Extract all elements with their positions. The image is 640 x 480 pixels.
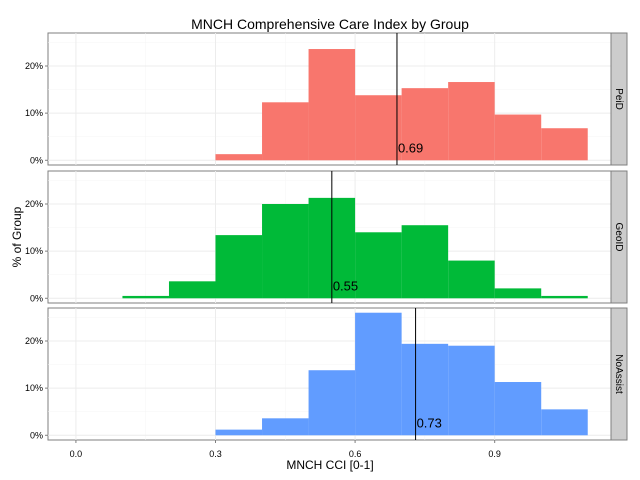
histogram-bar bbox=[215, 235, 263, 299]
y-tick-label: 10% bbox=[25, 246, 43, 256]
histogram-bar bbox=[262, 204, 309, 299]
histogram-bar bbox=[168, 281, 216, 299]
panel-GeoID: 0.55 0% 10% 20% GeoID bbox=[25, 170, 628, 304]
x-tick-label: 0.3 bbox=[209, 449, 222, 459]
x-axis: 0.0 0.3 0.6 0.9 bbox=[70, 440, 501, 459]
histogram-bar bbox=[541, 128, 588, 161]
histogram-bar bbox=[541, 409, 588, 436]
facet-strip-label: GeoID bbox=[613, 223, 624, 252]
histogram-bar bbox=[355, 312, 402, 436]
y-tick-label: 0% bbox=[30, 430, 43, 440]
y-tick-label: 10% bbox=[25, 108, 43, 118]
chart-title: MNCH Comprehensive Care Index by Group bbox=[191, 16, 469, 32]
histogram-bar bbox=[122, 295, 169, 299]
facet-strip-label: NoAssist bbox=[613, 354, 624, 394]
x-tick-label: 0.9 bbox=[488, 449, 501, 459]
y-tick-label: 10% bbox=[25, 383, 43, 393]
y-tick-label: 20% bbox=[25, 336, 43, 346]
histogram-bar bbox=[448, 260, 495, 299]
histogram-bar bbox=[215, 429, 263, 436]
histogram-bar bbox=[494, 288, 542, 299]
panel-NoAssist: 0.73 0% 10% 20% NoAssist bbox=[25, 307, 628, 441]
histogram-bar bbox=[401, 225, 449, 299]
facet-strip bbox=[610, 32, 628, 166]
histogram-bar bbox=[355, 232, 402, 299]
histogram-bar bbox=[355, 95, 402, 161]
x-tick-label: 0.6 bbox=[349, 449, 362, 459]
y-tick-label: 20% bbox=[25, 61, 43, 71]
histogram-bar bbox=[448, 82, 495, 161]
histogram-bar bbox=[541, 295, 588, 299]
y-tick-label: 0% bbox=[30, 293, 43, 303]
histogram-bar bbox=[308, 49, 356, 161]
histogram-bar bbox=[494, 114, 542, 161]
histogram-bar bbox=[215, 154, 263, 161]
mean-label: 0.55 bbox=[333, 278, 358, 293]
histogram-bar bbox=[494, 382, 542, 436]
mean-label: 0.69 bbox=[398, 140, 423, 155]
facet-panels: 0.69 0% 10% 20% PeiD 0.55 0% 10% 20% GeoID 0.73 0% 1… bbox=[25, 32, 628, 441]
y-axis-title: % of Group bbox=[10, 206, 24, 267]
histogram-bar bbox=[308, 370, 356, 436]
facet-strip bbox=[610, 170, 628, 304]
y-tick-label: 20% bbox=[25, 199, 43, 209]
y-tick-label: 0% bbox=[30, 155, 43, 165]
facet-strip bbox=[610, 307, 628, 441]
panel-PeiD: 0.69 0% 10% 20% PeiD bbox=[25, 32, 628, 166]
x-axis-title: MNCH CCI [0-1] bbox=[286, 458, 373, 472]
x-tick-label: 0.0 bbox=[70, 449, 83, 459]
mean-label: 0.73 bbox=[417, 415, 442, 430]
histogram-bar bbox=[401, 343, 449, 436]
histogram-bar bbox=[262, 102, 309, 161]
facet-strip-label: PeiD bbox=[613, 88, 624, 110]
histogram-bar bbox=[448, 345, 495, 436]
histogram-bar bbox=[262, 418, 309, 436]
histogram-bar bbox=[401, 88, 449, 161]
